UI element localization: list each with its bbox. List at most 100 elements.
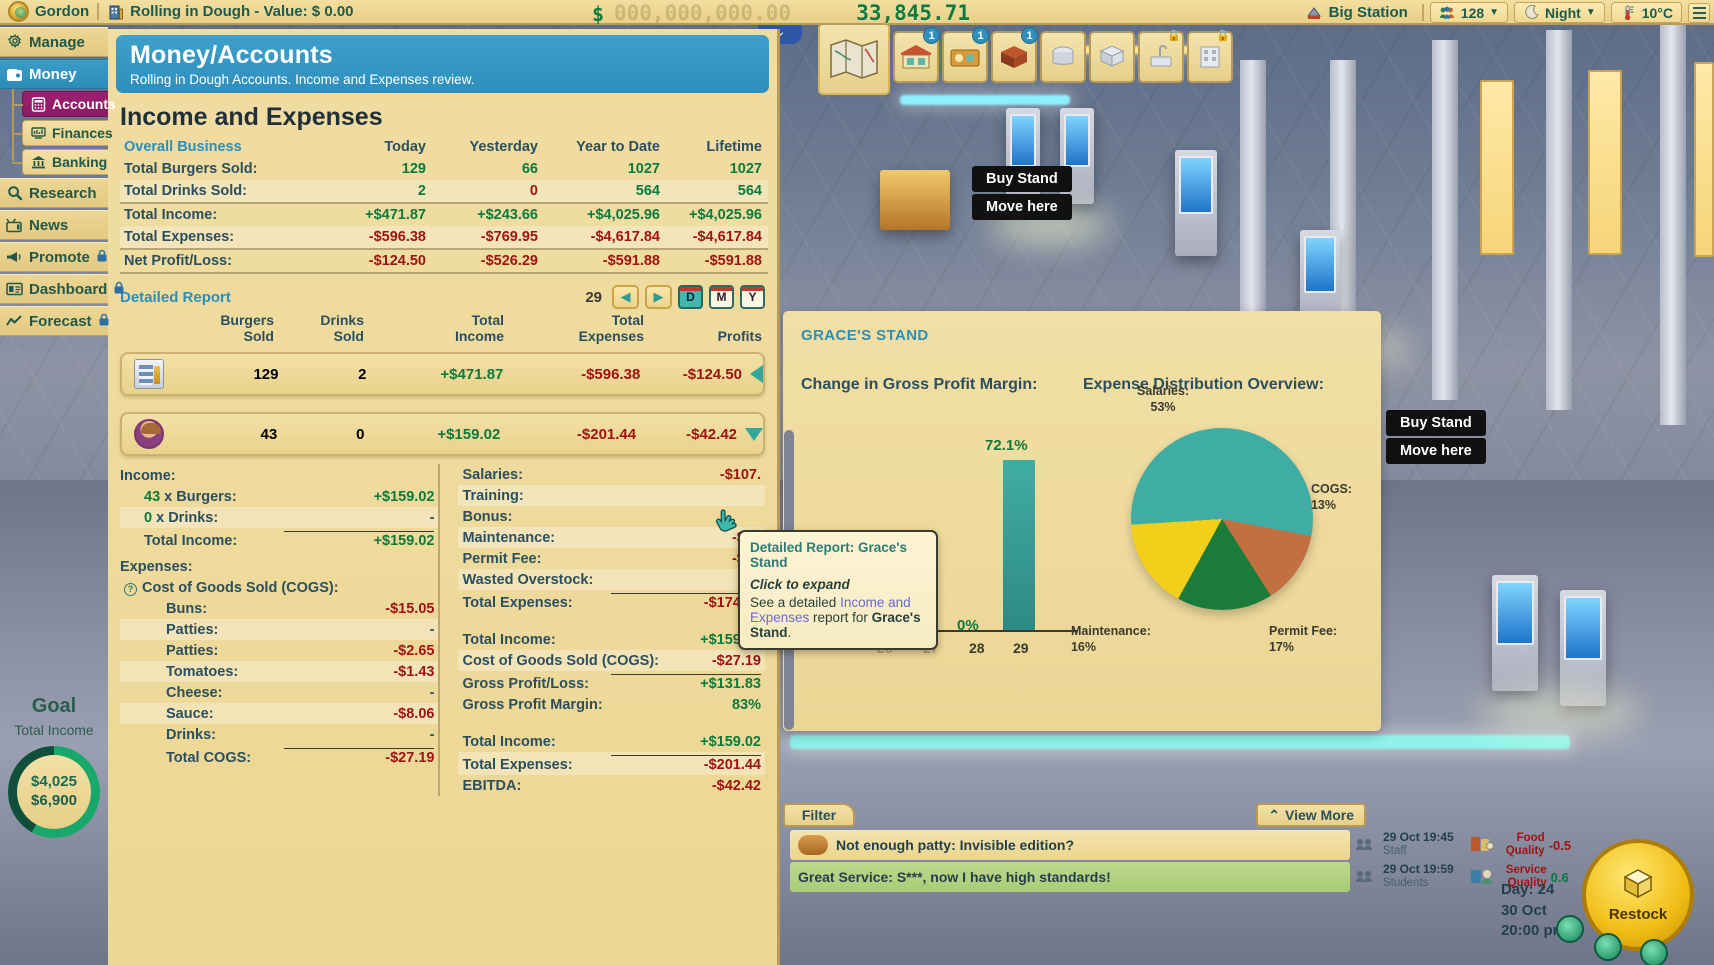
expenses-header: Expenses: [120,559,193,575]
sidebar-label: Finances [52,125,113,141]
buy-stand-button[interactable]: Buy Stand [972,166,1072,192]
company-value[interactable]: Rolling in Dough - Value: $ 0.00 [99,0,361,24]
cell-value: +$243.66 [432,202,544,226]
prev-period-button[interactable]: ◀ [612,285,639,309]
build-slot-tool[interactable]: 🔒 [1138,30,1184,83]
cell-drinks: 0 [356,425,365,443]
temperature-display[interactable]: 10°C [1610,2,1682,23]
counter-stand[interactable] [880,170,950,230]
vending-kiosk[interactable] [1560,590,1606,706]
population-dropdown[interactable]: 128 ▼ [1429,2,1509,23]
income-header: Income: [120,468,176,484]
cell-income: +$471.87 [440,365,504,383]
magnifier-icon [6,185,23,201]
caret-left-icon[interactable] [750,365,763,383]
help-icon[interactable]: ? [124,582,137,596]
quick-action-orb[interactable] [1556,915,1584,943]
food-icon [1470,834,1494,857]
view-more-button[interactable]: ⌃ View More [1256,803,1366,827]
build-slot-crate[interactable] [1089,31,1135,83]
accounts-panel: Money/Accounts Rolling in Dough Accounts… [108,29,780,965]
quality-value: 0.6 [1550,869,1569,885]
view-more-label: View More [1285,807,1354,823]
quick-action-orb[interactable] [1594,933,1622,961]
sidebar-label: Money [29,65,77,83]
sidebar-item-finances[interactable]: Finances [12,120,113,146]
cogs-total-key: Total COGS: [166,749,252,766]
col-total-expenses: Total Expenses [578,312,644,344]
news-time: 29 Oct 19:59 [1383,862,1454,877]
breakdown-section: Income: 43 x Burgers: +$159.02 0 x Drink… [120,464,765,796]
build-slot-decor[interactable]: 1 [942,27,989,83]
player-profile[interactable]: Gordon [0,0,97,24]
build-slot-building[interactable]: 🔒 [1187,30,1233,83]
sidebar-item-accounts[interactable]: Accounts [12,91,116,117]
cogs-value: -$8.06 [393,705,435,722]
build-slot-stand[interactable]: 1 [893,27,940,83]
news-item[interactable]: Great Service: S***, now I have high sta… [790,862,1350,892]
summary-value: +$159.02 [700,733,761,750]
cogs-line: Drinks: - [120,724,438,745]
sidebar-item-dashboard[interactable]: Dashboard [0,274,124,304]
top-right-controls: Big Station 128 ▼ Night ▼ [1298,0,1710,25]
main-menu-button[interactable] [1688,2,1710,23]
news-meta-row: 29 Oct 19:59 Students Service Quality 0.6 [1355,862,1575,892]
news-item[interactable]: Not enough patty: Invisible edition? [790,830,1350,860]
breakdown-left-column: Income: 43 x Burgers: +$159.02 0 x Drink… [120,464,439,796]
lock-icon: 🔒 [1167,30,1181,42]
cogs-header: Cost of Goods Sold (COGS): [142,579,339,596]
build-slot-storage[interactable]: 1 [991,27,1038,83]
build-slot-bin[interactable] [1040,31,1086,83]
table-row[interactable]: 129 2 +$471.87 -$596.38 -$124.50 [120,352,765,396]
expense-total-line: Total Expenses: -$174.25 [458,590,765,613]
pie-label-name: Salaries [1136,384,1185,398]
cell-value: 564 [737,183,762,199]
filter-button[interactable]: Filter [783,803,855,827]
period-day-button[interactable]: D [678,285,703,309]
expense-key: Wasted Overstock: [462,571,594,588]
station-selector[interactable]: Big Station [1298,0,1416,25]
divider [97,3,100,20]
goal-widget[interactable]: Goal Total Income $4,025 $6,900 [0,695,108,838]
tooltip-link[interactable]: Income and Expenses [750,595,911,625]
sidebar-item-promote[interactable]: Promote [0,242,108,272]
cell-value: +$4,025.96 [666,202,768,226]
move-here-button[interactable]: Move here [972,194,1072,220]
period-month-button[interactable]: M [709,285,734,309]
expense-distribution-chart: Expense Distribution Overview: Salaries:… [1071,376,1363,676]
vending-kiosk[interactable] [1060,108,1094,204]
expense-key: Maintenance: [462,529,556,546]
quick-action-orb[interactable] [1640,939,1668,965]
pillar [1546,30,1572,410]
vending-kiosk[interactable] [1175,150,1217,256]
sidebar-label: Promote [29,248,90,266]
period-year-button[interactable]: Y [740,285,765,309]
sidebar-item-manage[interactable]: Manage [0,27,108,57]
page-subtitle: Rolling in Dough Accounts. Income and Ex… [130,72,475,87]
build-slot-map[interactable] [818,23,890,95]
station-window [1694,62,1714,257]
sidebar-item-banking[interactable]: Banking [12,149,108,175]
caret-down-icon[interactable] [745,427,763,441]
restock-button[interactable]: Restock [1582,839,1694,951]
next-period-button[interactable]: ▶ [645,285,672,309]
station-icon [1306,5,1323,21]
neon-strip [790,735,1570,749]
sidebar-item-forecast[interactable]: Forecast [0,306,109,336]
sidebar-item-research[interactable]: Research [0,178,108,208]
sidebar-item-money[interactable]: Money [0,59,108,89]
pie-label-value: 53% [1150,399,1176,414]
time-of-day-dropdown[interactable]: Night ▼ [1514,2,1605,23]
table-row[interactable]: 43 0 +$159.02 -$201.44 -$42.42 [120,412,765,456]
buy-stand-button[interactable]: Buy Stand [1386,410,1486,436]
vending-kiosk[interactable] [1492,575,1538,691]
people-icon [1355,869,1377,886]
cell-burgers: 129 [253,365,279,383]
summary-key: Gross Profit/Loss: [462,675,589,692]
filter-label: Filter [801,807,837,823]
move-here-button[interactable]: Move here [1386,438,1486,464]
sidebar-item-news[interactable]: News [0,210,108,240]
pie-label-cogs: COGS: 13% [1310,482,1352,512]
summary-key: Total Expenses: [462,756,573,773]
cogs-line: Tomatoes: -$1.43 [120,661,439,682]
